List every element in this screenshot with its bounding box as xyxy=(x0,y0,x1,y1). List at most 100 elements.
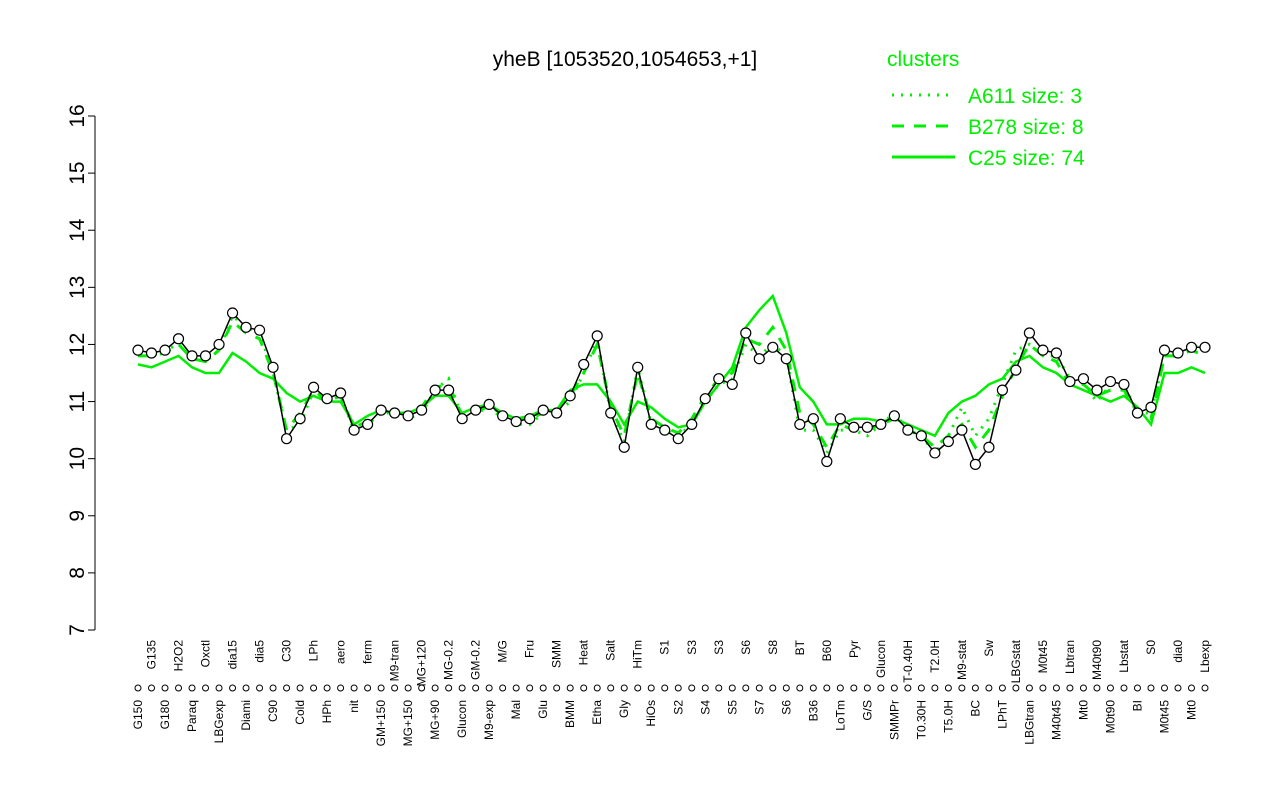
data-point xyxy=(1037,344,1049,356)
rug-mark xyxy=(931,684,939,692)
x-tick-label: G135 xyxy=(145,640,159,670)
x-tick-label: B60 xyxy=(820,640,834,662)
x-tick-label: M40t90 xyxy=(1090,640,1104,680)
x-tick-label: Salt xyxy=(604,639,618,660)
data-point xyxy=(659,424,671,436)
data-point xyxy=(1050,347,1063,359)
x-tick-label: M0t90 xyxy=(1103,700,1117,734)
rug-mark xyxy=(634,684,642,692)
rug-mark xyxy=(526,684,534,692)
rug-mark xyxy=(404,684,412,692)
x-tick-label: Lbtran xyxy=(1063,640,1077,674)
rug-mark xyxy=(377,684,385,692)
x-tick-label: B36 xyxy=(806,700,820,722)
rug-mark xyxy=(242,684,250,692)
data-point xyxy=(389,407,401,419)
x-tick-label: HiOs xyxy=(644,700,658,727)
data-point xyxy=(564,390,576,402)
rug-mark xyxy=(323,684,331,692)
legend-label: C25 size: 74 xyxy=(968,147,1085,170)
rug-mark xyxy=(1052,684,1060,692)
x-tick-label: dia5 xyxy=(253,640,267,663)
x-tick-label: Glucon xyxy=(874,640,888,678)
data-point xyxy=(443,384,455,396)
data-point xyxy=(456,413,468,425)
x-tick-label: G150 xyxy=(131,700,145,730)
data-point xyxy=(470,404,482,416)
data-point xyxy=(253,324,266,336)
data-point xyxy=(591,330,603,342)
rug-mark xyxy=(1066,684,1074,692)
x-tick-label: M40t45 xyxy=(1049,700,1063,740)
data-point xyxy=(199,350,212,362)
data-point xyxy=(537,404,549,416)
data-point xyxy=(713,373,725,385)
data-point xyxy=(1118,378,1130,391)
legend-label: A611 size: 3 xyxy=(968,85,1082,108)
x-tick-label: MG-0.2 xyxy=(442,640,456,680)
rug-mark xyxy=(431,684,439,692)
data-point xyxy=(226,307,239,319)
rug-mark xyxy=(647,684,655,692)
data-point xyxy=(996,384,1009,396)
x-tick-label: M9-exp xyxy=(482,700,496,740)
data-point xyxy=(848,421,860,433)
rug-mark xyxy=(1012,684,1020,692)
x-tick-label: M/G xyxy=(496,640,510,663)
data-point xyxy=(929,447,941,459)
data-point xyxy=(726,378,738,391)
rug-mark xyxy=(256,684,264,692)
rug-mark xyxy=(418,684,426,692)
rug-mark xyxy=(755,684,763,692)
rug-mark xyxy=(971,684,979,692)
data-point xyxy=(213,338,225,351)
rug-mark xyxy=(958,684,966,692)
rug-mark xyxy=(283,684,291,692)
data-point xyxy=(1010,364,1022,376)
data-point xyxy=(753,353,765,365)
x-tick-label: S6 xyxy=(779,700,793,715)
y-tick-label: 9 xyxy=(66,510,89,522)
x-tick-label: Etha xyxy=(590,700,604,725)
x-tick-label: S7 xyxy=(752,700,766,715)
rug-mark xyxy=(229,684,237,692)
x-tick-label: M9-tran xyxy=(388,640,402,681)
data-point xyxy=(834,413,846,425)
data-point xyxy=(578,358,590,371)
data-point xyxy=(618,441,630,453)
data-point xyxy=(807,413,819,425)
x-tick-label: Diami xyxy=(239,700,253,731)
data-point xyxy=(915,430,927,442)
x-tick-label: dia0 xyxy=(1171,640,1185,663)
x-tick-label: LBGexp xyxy=(212,700,226,744)
data-point xyxy=(1064,375,1076,388)
data-point xyxy=(699,393,711,405)
x-tick-label: BI xyxy=(1130,700,1144,711)
data-point xyxy=(1145,401,1157,413)
data-point xyxy=(1158,344,1171,356)
data-point xyxy=(1023,327,1036,339)
rug-mark xyxy=(674,684,682,692)
rug-mark xyxy=(1025,684,1033,692)
x-tick-label: Glu xyxy=(536,700,550,719)
x-tick-label: M9-stat xyxy=(955,639,969,680)
rug-mark xyxy=(620,684,628,692)
rug-mark xyxy=(917,684,925,692)
rug-mark xyxy=(148,684,156,692)
y-tick-label: 11 xyxy=(66,391,89,413)
rug-mark xyxy=(715,684,723,692)
data-point xyxy=(686,418,698,430)
data-point xyxy=(497,410,509,422)
x-tick-label: S3 xyxy=(685,640,699,655)
x-tick-label: Cold xyxy=(293,700,307,725)
x-tick-label: M0t45 xyxy=(1157,700,1171,734)
x-tick-label: MG+120 xyxy=(415,640,429,687)
data-point xyxy=(888,410,900,422)
data-point xyxy=(429,384,441,396)
rug-mark xyxy=(1147,684,1155,692)
x-tick-label: Mt0 xyxy=(1076,700,1090,720)
rug-mark xyxy=(728,684,736,692)
rug-mark xyxy=(485,684,493,692)
rug-mark xyxy=(337,684,345,692)
